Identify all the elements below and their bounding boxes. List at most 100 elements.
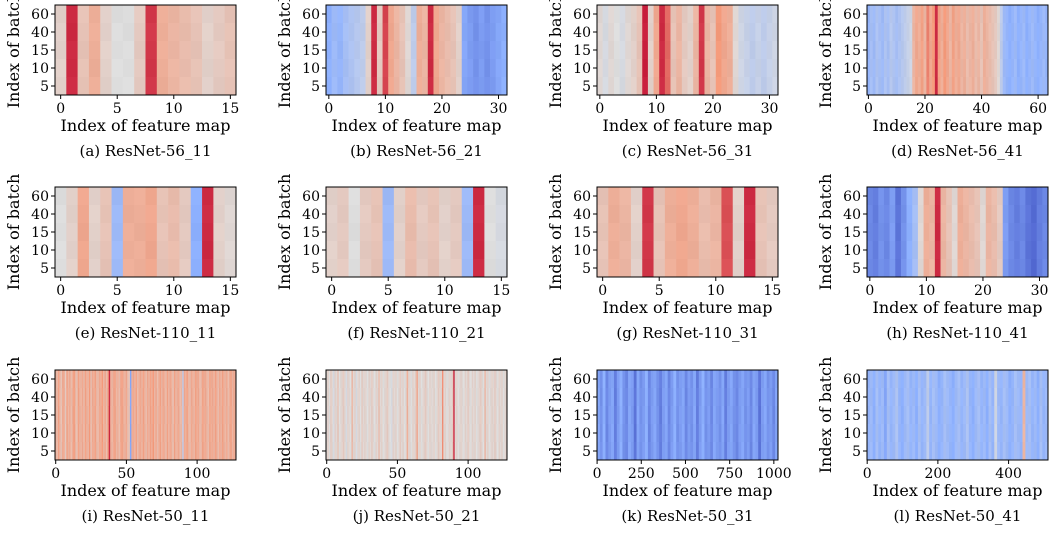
heatmap-cell	[482, 442, 485, 461]
heatmap-cell	[464, 442, 467, 461]
heatmap-cell	[424, 370, 427, 389]
heatmap-cell	[974, 259, 981, 278]
heatmap-cell	[386, 370, 389, 389]
heatmap-cell	[881, 41, 885, 60]
heatmap-cell	[437, 406, 440, 425]
heatmap-cell	[673, 370, 677, 389]
heatmap-cell	[327, 406, 330, 425]
heatmap-cell	[693, 370, 697, 389]
heatmap-cell	[234, 424, 237, 443]
heatmap-cell	[997, 23, 1001, 42]
heatmap-cell	[994, 41, 998, 60]
heatmap-cell	[427, 442, 430, 461]
heatmap-cell	[156, 241, 169, 260]
heatmap-cell	[465, 370, 468, 389]
heatmap-cell	[889, 77, 893, 96]
heatmap-cell	[149, 406, 152, 425]
x-tick-label: 15	[492, 283, 510, 299]
heatmap-cell	[1022, 406, 1026, 425]
heatmap-cell	[475, 406, 478, 425]
heatmap-cell	[501, 41, 508, 60]
heatmap-cell	[187, 370, 190, 389]
heatmap-cell	[1025, 370, 1029, 389]
heatmap-cell	[152, 424, 155, 443]
heatmap-cell	[761, 424, 765, 443]
heatmap-cell	[221, 388, 224, 407]
heatmap-cell	[189, 388, 192, 407]
heatmap-cell	[359, 259, 372, 278]
y-tick-label: 40	[573, 25, 591, 41]
heatmap-cell	[103, 406, 105, 425]
heatmap-cell	[605, 424, 609, 443]
heatmap-cell	[447, 388, 450, 407]
y-tick-label: 60	[31, 189, 49, 205]
heatmap-cell	[361, 442, 364, 461]
heatmap-cell	[895, 424, 899, 443]
y-tick-label: 10	[843, 426, 861, 442]
heatmap-cell	[436, 442, 439, 461]
heatmap-cell	[382, 406, 385, 425]
heatmap-cell	[968, 259, 975, 278]
heatmap-cell	[867, 23, 871, 42]
heatmap-cell	[889, 442, 893, 461]
heatmap-cell	[1045, 5, 1049, 24]
heatmap-cell	[376, 388, 379, 407]
heatmap-cell	[988, 424, 992, 443]
heatmap-cell	[457, 442, 460, 461]
heatmap-cell	[134, 59, 146, 78]
heatmap-cell	[423, 442, 426, 461]
heatmap-cell	[470, 370, 472, 389]
heatmap-cell	[940, 406, 944, 425]
heatmap-cell	[917, 406, 922, 425]
heatmap-cell	[194, 370, 197, 389]
heatmap-cell	[456, 406, 458, 425]
heatmap-cell	[1008, 205, 1015, 224]
heatmap-cell	[416, 5, 423, 24]
heatmap-cell	[410, 77, 417, 96]
heatmap-cell	[379, 424, 382, 443]
heatmap-cell	[326, 41, 332, 60]
heatmap-cell	[135, 424, 138, 443]
heatmap-cell	[878, 59, 882, 78]
heatmap-cell	[883, 5, 888, 24]
heatmap-cell	[460, 406, 463, 425]
heatmap-cell	[334, 388, 337, 407]
heatmap-cell	[369, 388, 372, 407]
heatmap-cell	[659, 424, 663, 443]
heatmap-cell	[1019, 59, 1023, 78]
heatmap-cell	[775, 406, 779, 425]
x-tick-label: 50	[388, 466, 406, 482]
heatmap-cell	[197, 424, 200, 443]
heatmap-cell	[385, 424, 388, 443]
heatmap-cell	[1019, 442, 1023, 461]
heatmap-cell	[738, 77, 745, 96]
heatmap-cell	[698, 5, 705, 24]
heatmap-cell	[1033, 23, 1037, 42]
heatmap-cell	[721, 259, 734, 278]
heatmap-cell	[81, 406, 84, 425]
heatmap-cell	[974, 205, 981, 224]
heatmap-cell	[467, 442, 470, 461]
heatmap-cell	[898, 442, 902, 461]
heatmap-cell	[684, 424, 688, 443]
heatmap-cell	[348, 223, 361, 242]
heatmap-cell	[495, 23, 502, 42]
heatmap-cell	[1028, 370, 1032, 389]
heatmap-cell	[416, 77, 423, 96]
heatmap-cell	[424, 442, 427, 461]
heatmap-cell	[903, 370, 907, 389]
heatmap-cell	[440, 370, 443, 389]
heatmap-cell	[473, 442, 475, 461]
heatmap-cell	[432, 442, 434, 461]
x-axis-label: Index of feature map	[873, 298, 1043, 317]
heatmap-cell	[179, 223, 192, 242]
heatmap-cell	[432, 424, 434, 443]
heatmap-cell	[934, 370, 939, 389]
heatmap-cell	[220, 424, 223, 443]
heatmap-cell	[923, 23, 927, 42]
heatmap-cell	[991, 259, 998, 278]
heatmap-cell	[376, 424, 379, 443]
heatmap-cell	[1033, 388, 1037, 407]
heatmap-cell	[427, 187, 440, 206]
heatmap-cell	[687, 59, 694, 78]
